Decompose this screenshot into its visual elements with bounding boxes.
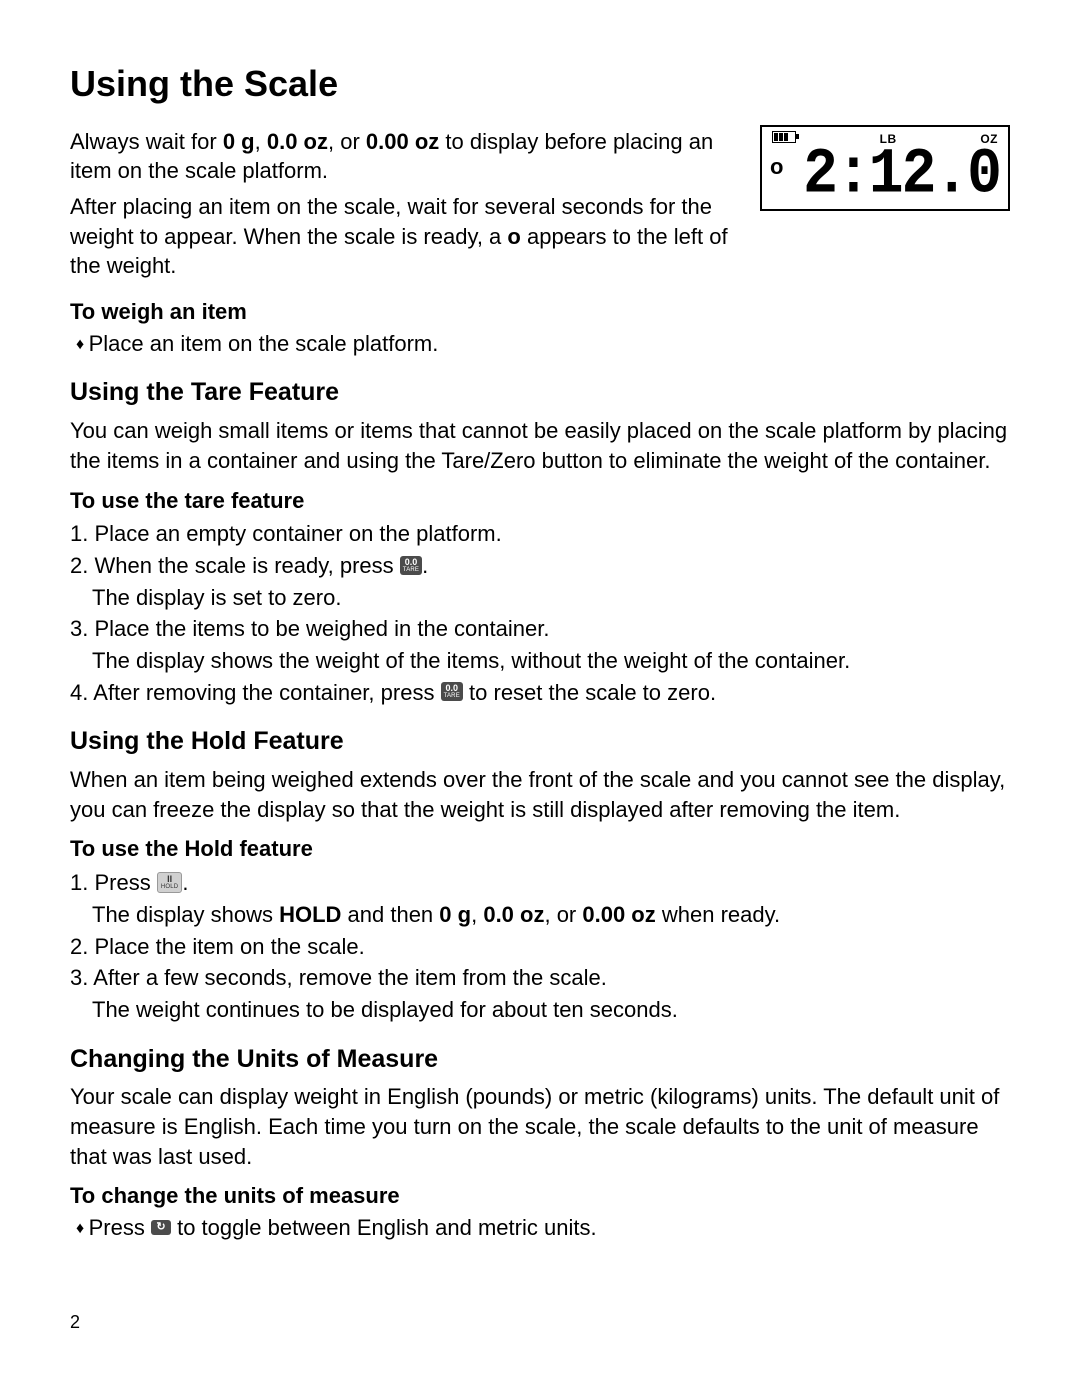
tare-step-3: Place the items to be weighed in the con…	[70, 614, 1010, 675]
hold-step-3: After a few seconds, remove the item fro…	[70, 963, 1010, 1024]
hold-step-1: Press IIHOLD. The display shows HOLD and…	[70, 868, 1010, 929]
page-title: Using the Scale	[70, 60, 1010, 109]
hold-button-icon: IIHOLD	[157, 872, 182, 893]
intro-text: Always wait for 0 g, 0.0 oz, or 0.00 oz …	[70, 121, 736, 287]
tare-step-1: Place an empty container on the platform…	[70, 519, 1010, 549]
units-step-1: Press ↻ to toggle between English and me…	[76, 1213, 1010, 1243]
hold-title: Using the Hold Feature	[70, 725, 1010, 759]
unit-button-icon: ↻	[151, 1220, 171, 1235]
tare-step-2-sub: The display is set to zero.	[70, 583, 1010, 613]
hold-steps: Press IIHOLD. The display shows HOLD and…	[70, 868, 1010, 1024]
tare-button-icon: 0.0TARE	[441, 682, 463, 701]
tare-step-3-sub: The display shows the weight of the item…	[70, 646, 1010, 676]
tare-subhead: To use the tare feature	[70, 486, 1010, 516]
hold-step-3-sub: The weight continues to be displayed for…	[70, 995, 1010, 1025]
tare-button-icon: 0.0TARE	[400, 556, 422, 575]
manual-page: Using the Scale Always wait for 0 g, 0.0…	[0, 0, 1080, 1374]
tare-steps: Place an empty container on the platform…	[70, 519, 1010, 707]
tare-para: You can weigh small items or items that …	[70, 416, 1010, 475]
intro-block: Always wait for 0 g, 0.0 oz, or 0.00 oz …	[70, 121, 1010, 287]
lcd-ready-indicator: o	[770, 152, 783, 182]
weigh-heading: To weigh an item	[70, 297, 1010, 327]
tare-step-4: After removing the container, press 0.0T…	[70, 678, 1010, 708]
hold-step-1-sub: The display shows HOLD and then 0 g, 0.0…	[70, 900, 1010, 930]
hold-para: When an item being weighed extends over …	[70, 765, 1010, 824]
lcd-display: LB OZ o 2:12.0	[760, 125, 1010, 211]
intro-para-1: Always wait for 0 g, 0.0 oz, or 0.00 oz …	[70, 127, 736, 186]
units-title: Changing the Units of Measure	[70, 1043, 1010, 1077]
units-para: Your scale can display weight in English…	[70, 1082, 1010, 1171]
intro-para-2: After placing an item on the scale, wait…	[70, 192, 736, 281]
lcd-value-row: o 2:12.0	[770, 147, 1000, 205]
battery-icon	[772, 131, 796, 143]
hold-subhead: To use the Hold feature	[70, 834, 1010, 864]
weigh-step-1: Place an item on the scale platform.	[76, 329, 1010, 359]
units-subhead: To change the units of measure	[70, 1181, 1010, 1211]
lcd-weight-value: 2:12.0	[789, 144, 1000, 208]
tare-title: Using the Tare Feature	[70, 376, 1010, 410]
tare-step-2: When the scale is ready, press 0.0TARE. …	[70, 551, 1010, 612]
page-number: 2	[70, 1310, 80, 1334]
hold-step-2: Place the item on the scale.	[70, 932, 1010, 962]
